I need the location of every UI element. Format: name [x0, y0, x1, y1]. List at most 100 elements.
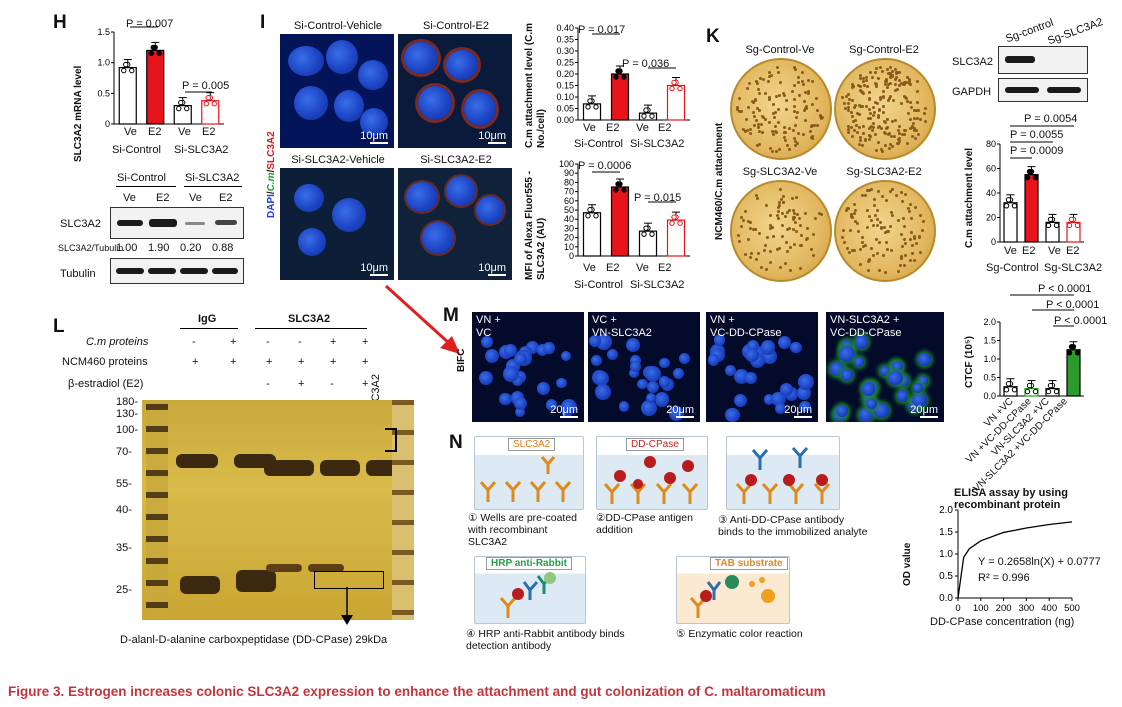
- colony-dot: [890, 211, 894, 215]
- colony-dot: [773, 125, 777, 128]
- colony-dot: [867, 259, 871, 263]
- m-image: VN-SLC3A2 + VC-DD-CPase 20μm: [826, 312, 944, 422]
- h-ratio-3: 0.20: [180, 242, 202, 254]
- colony-dot: [755, 79, 759, 83]
- colony-dot: [847, 92, 851, 96]
- colony-dot: [873, 101, 877, 105]
- h-blot-group-1: Si-Control: [117, 172, 166, 184]
- m-image-title: VN + VC: [476, 314, 501, 339]
- i-chart2-xtick-4: E2: [658, 262, 672, 274]
- colony-dot: [882, 130, 886, 134]
- colony-dot: [738, 109, 742, 113]
- n-fit-line: [957, 521, 1073, 599]
- colony-dot: [793, 123, 797, 127]
- colony-dot: [812, 124, 816, 128]
- y-tick-label: 60: [564, 196, 574, 206]
- i-image-si-control-vehicle: 10μm: [280, 34, 394, 148]
- nucleus: [590, 354, 602, 367]
- colony-dot: [876, 113, 880, 117]
- y-tick-label: 0.5: [97, 88, 110, 98]
- nucleus: [514, 397, 528, 411]
- k-group-1: Sg-Control: [986, 262, 1039, 274]
- colony-dot: [795, 196, 799, 200]
- colony-dot: [871, 76, 875, 80]
- y-tick-label: 1.5: [983, 336, 996, 346]
- colony-dot: [860, 89, 864, 93]
- colony-dot: [768, 96, 772, 100]
- colony-dot: [885, 68, 889, 72]
- colony-dot: [793, 211, 797, 215]
- colony-dot: [915, 109, 919, 113]
- colony-dot: [778, 200, 782, 204]
- colony-dot: [865, 76, 869, 80]
- h-blot-row-2: Tubulin: [60, 268, 96, 280]
- colony-dot: [799, 266, 803, 270]
- bar: [146, 49, 165, 125]
- data-point: [123, 61, 129, 68]
- colony-dot: [872, 113, 876, 117]
- m-p2: P < 0.0001: [1046, 299, 1100, 311]
- colony-dot: [855, 111, 859, 115]
- colony-dot: [753, 124, 757, 128]
- colony-dot: [893, 88, 897, 92]
- l-sign: +: [362, 378, 369, 390]
- colony-dot: [785, 98, 789, 102]
- colony-dot: [848, 97, 852, 101]
- colony-dot: [798, 244, 802, 248]
- colony-dot: [858, 112, 862, 116]
- colony-dot: [882, 105, 886, 109]
- colony-dot: [780, 212, 784, 216]
- colony-dot: [768, 227, 772, 230]
- data-point: [1011, 387, 1018, 393]
- colony-dot: [847, 108, 851, 112]
- data-point: [677, 85, 683, 92]
- n-step-4: ④ HRP anti-Rabbit antibody binds detecti…: [466, 628, 625, 652]
- colony-dot: [866, 226, 870, 230]
- l-sign: +: [362, 356, 369, 368]
- data-point: [671, 79, 677, 86]
- y-tick-label: 40: [564, 214, 574, 224]
- colony-dot: [747, 237, 751, 241]
- colony-dot: [898, 84, 902, 88]
- colony-dot: [899, 263, 903, 267]
- data-point: [1045, 388, 1052, 395]
- y-tick-label: 20: [564, 233, 574, 243]
- i-attachment-chart: 0.000.05 0.100.15 0.200.25 0.300.35 0.40: [556, 23, 690, 125]
- colony-dot: [810, 124, 814, 128]
- y-tick-label: 0.40: [556, 23, 574, 33]
- i-chart1-group-2: Si-SLC3A2: [630, 138, 685, 150]
- colony-dot: [771, 129, 775, 133]
- colony-dot: [821, 115, 825, 119]
- colony-dot: [788, 245, 792, 249]
- y-tick-label: 0: [991, 237, 996, 247]
- n-y-tick-label: 0.0: [939, 593, 953, 604]
- colony-dot: [777, 107, 781, 111]
- y-tick-label: 40: [986, 188, 996, 198]
- colony-dot: [857, 84, 861, 88]
- colony-dot: [745, 129, 749, 133]
- nucleus: [707, 354, 720, 366]
- colony-dot: [874, 85, 878, 89]
- data-point: [649, 113, 655, 119]
- colony-dot: [875, 252, 879, 256]
- h-p2: P = 0.005: [182, 80, 230, 92]
- y-tick-label: 0.0: [983, 391, 996, 401]
- data-point: [1005, 197, 1012, 203]
- colony-dot: [864, 104, 868, 108]
- colony-dot: [846, 247, 850, 251]
- l-sign: -: [298, 336, 302, 348]
- colony-dot: [761, 130, 765, 134]
- colony-dot: [859, 73, 863, 77]
- colony-dot: [869, 124, 873, 128]
- nucleus: [659, 357, 670, 368]
- colony-dot: [893, 77, 897, 81]
- nucleus: [537, 382, 550, 395]
- m-image-title: VN-SLC3A2 + VC-DD-CPase: [830, 314, 902, 339]
- data-point: [641, 113, 647, 119]
- colony-dot: [855, 124, 859, 128]
- colony-dot: [864, 78, 868, 82]
- colony-dot: [776, 71, 780, 75]
- l-caption: D-alanl-D-alanine carboxpeptidase (DD-CP…: [120, 634, 388, 646]
- colony-dot: [909, 83, 913, 87]
- colony-dot: [755, 194, 759, 198]
